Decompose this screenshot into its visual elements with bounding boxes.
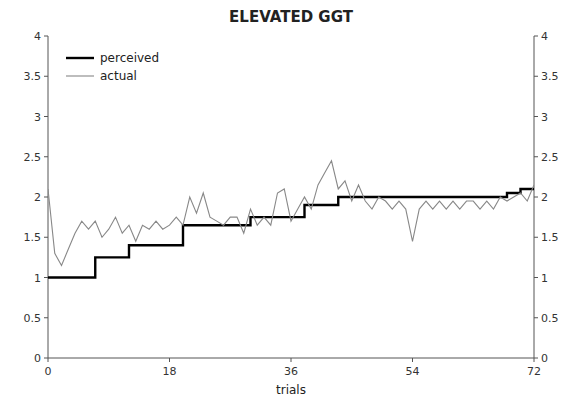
y-tick bbox=[44, 277, 48, 278]
series-line bbox=[48, 161, 534, 266]
legend-swatch bbox=[66, 75, 94, 76]
y-tick-label: 1.5 bbox=[24, 231, 42, 244]
y-tick bbox=[44, 156, 48, 157]
y-tick bbox=[44, 116, 48, 117]
y-tick bbox=[44, 317, 48, 318]
y2-tick bbox=[534, 36, 538, 37]
y2-tick-label: 2.5 bbox=[541, 151, 559, 164]
y-tick bbox=[44, 237, 48, 238]
y2-tick-label: 4 bbox=[541, 30, 548, 43]
y2-tick bbox=[534, 358, 538, 359]
y2-tick-label: 3.5 bbox=[541, 70, 559, 83]
title: ELEVATED GGT bbox=[229, 8, 354, 26]
x-tick-label: 54 bbox=[406, 365, 420, 378]
x-tick-label: 72 bbox=[527, 365, 541, 378]
x-tick-label: 18 bbox=[163, 365, 177, 378]
y2-tick-label: 3 bbox=[541, 111, 548, 124]
x-tick bbox=[291, 358, 292, 362]
x-tick bbox=[534, 358, 535, 362]
x-axis-label: trials bbox=[276, 383, 306, 397]
y-tick-label: 1 bbox=[34, 272, 41, 285]
x-tick-label: 36 bbox=[284, 365, 298, 378]
y-tick-label: 0.5 bbox=[24, 312, 42, 325]
y2-tick bbox=[534, 76, 538, 77]
y2-tick-label: 0.5 bbox=[541, 312, 559, 325]
y-tick bbox=[44, 197, 48, 198]
series-line bbox=[48, 189, 534, 278]
y2-tick bbox=[534, 237, 538, 238]
axes: 01836547200.511.522.533.5400.511.522.533… bbox=[24, 30, 559, 378]
x-tick bbox=[48, 358, 49, 362]
plot-area bbox=[48, 161, 534, 278]
chart: ELEVATED GGT01836547200.511.522.533.5400… bbox=[0, 0, 582, 405]
legend: perceived actual bbox=[66, 51, 159, 83]
y2-tick bbox=[534, 317, 538, 318]
y-tick-label: 3 bbox=[34, 111, 41, 124]
legend-label: actual bbox=[100, 69, 137, 83]
y-tick-label: 2.5 bbox=[24, 151, 42, 164]
y2-tick-label: 0 bbox=[541, 352, 548, 365]
x-tick bbox=[412, 358, 413, 362]
y2-tick-label: 1 bbox=[541, 272, 548, 285]
background bbox=[0, 0, 582, 405]
y2-tick bbox=[534, 277, 538, 278]
x-tick-label: 0 bbox=[45, 365, 52, 378]
y2-tick-label: 1.5 bbox=[541, 231, 559, 244]
x-tick bbox=[169, 358, 170, 362]
y2-tick bbox=[534, 197, 538, 198]
legend-swatch bbox=[66, 57, 94, 59]
legend-label: perceived bbox=[100, 51, 159, 65]
y-tick bbox=[44, 76, 48, 77]
y-tick bbox=[44, 358, 48, 359]
y-tick-label: 4 bbox=[34, 30, 41, 43]
y-tick bbox=[44, 36, 48, 37]
y-tick-label: 0 bbox=[34, 352, 41, 365]
y2-tick-label: 2 bbox=[541, 191, 548, 204]
y-tick-label: 2 bbox=[34, 191, 41, 204]
y2-tick bbox=[534, 156, 538, 157]
y2-tick bbox=[534, 116, 538, 117]
y-tick-label: 3.5 bbox=[24, 70, 42, 83]
